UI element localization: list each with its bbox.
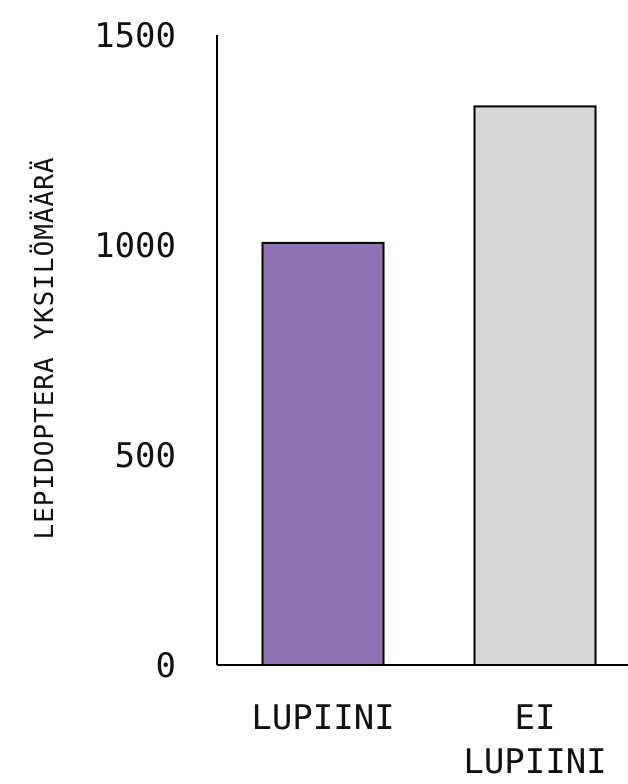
- bars: [261, 105, 597, 666]
- y-tick-label: 1000: [94, 226, 176, 266]
- y-axis-title: LEPIDOPTERA YKSILÖMÄÄRÄ: [28, 156, 60, 539]
- bar: [261, 241, 385, 666]
- y-tick-labels: 0 500 1000 1500: [94, 16, 176, 686]
- x-category-label: EI: [515, 698, 556, 738]
- x-category-label: LUPIINI: [251, 698, 394, 738]
- x-category-label: LUPIINI: [463, 742, 606, 782]
- y-tick-label: 1500: [94, 16, 176, 56]
- y-tick-label: 500: [115, 436, 176, 476]
- bar: [473, 105, 597, 666]
- y-tick-label: 0: [156, 646, 176, 686]
